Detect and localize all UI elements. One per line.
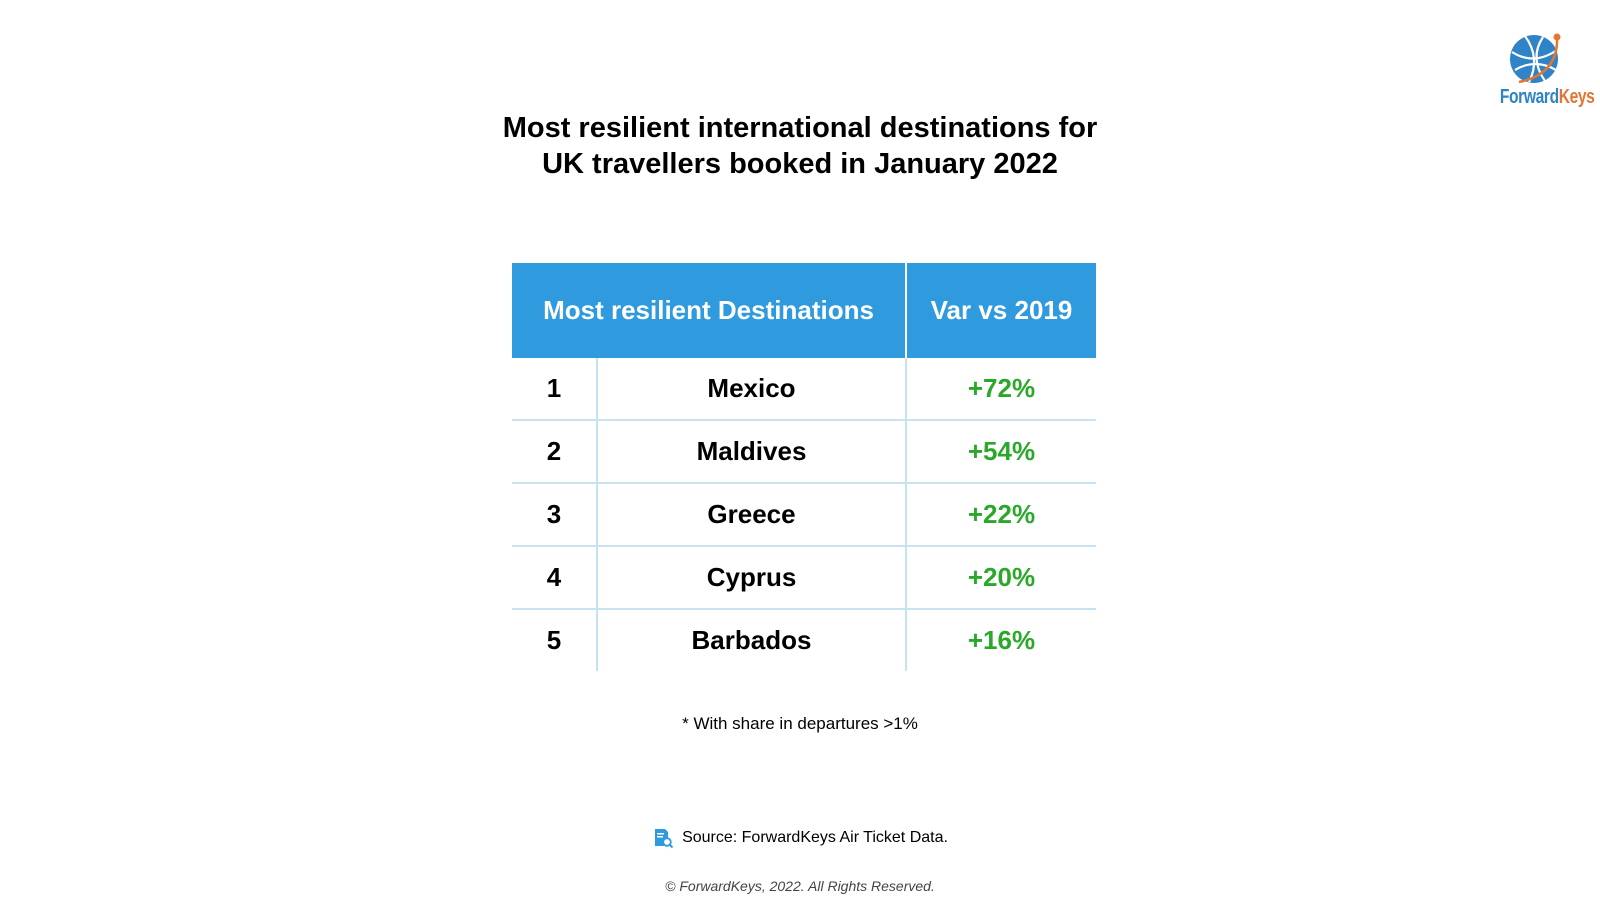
copyright-notice: © ForwardKeys, 2022. All Rights Reserved… xyxy=(665,878,935,894)
variation-cell: +22% xyxy=(906,483,1096,547)
rank-cell: 3 xyxy=(512,483,598,547)
destination-cell: Mexico xyxy=(597,358,907,421)
destination-cell: Maldives xyxy=(597,420,907,484)
table-header-row: Most resilient Destinations Var vs 2019 xyxy=(512,263,1096,358)
logo-wordmark-forward: Forward xyxy=(1499,86,1559,108)
variation-cell: +16% xyxy=(967,625,1036,655)
logo-wordmark-keys: Keys xyxy=(1558,86,1595,108)
page-title: Most resilient international destination… xyxy=(400,110,1200,182)
page-title-line-2: UK travellers booked in January 2022 xyxy=(542,148,1058,180)
destination-cell: Barbados xyxy=(597,609,907,671)
rank-cell: 1 xyxy=(512,358,598,421)
variation-cell: +54% xyxy=(906,420,1096,484)
globe-icon xyxy=(1510,33,1561,84)
forwardkeys-logo: ForwardKeys xyxy=(1490,30,1595,112)
table-row: 3 Greece +22% xyxy=(512,483,1096,547)
variation-cell: +72% xyxy=(906,358,1096,421)
table-row: 2 Maldives +54% xyxy=(512,420,1096,484)
footnote: * With share in departures >1% xyxy=(682,714,918,733)
header-destinations: Most resilient Destinations xyxy=(512,263,907,358)
document-search-icon xyxy=(655,829,674,849)
logo-wordmark: ForwardKeys xyxy=(1499,86,1595,109)
rank-cell: 2 xyxy=(512,420,598,484)
source-line: Source: ForwardKeys Air Ticket Data. xyxy=(640,826,960,850)
header-variation: Var vs 2019 xyxy=(906,263,1096,358)
page-title-line-1: Most resilient international destination… xyxy=(502,112,1098,144)
source-text: Source: ForwardKeys Air Ticket Data. xyxy=(682,829,948,846)
rank-cell: 4 xyxy=(512,546,598,610)
destinations-table: Most resilient Destinations Var vs 2019 … xyxy=(512,263,1096,671)
table-row: 5 Barbados +16% xyxy=(512,609,1096,671)
table-row: 4 Cyprus +20% xyxy=(512,546,1096,610)
destination-cell: Cyprus xyxy=(597,546,907,610)
table-row: 1 Mexico +72% xyxy=(512,358,1096,421)
destination-cell: Greece xyxy=(597,483,907,547)
variation-cell: +20% xyxy=(906,546,1096,610)
rank-cell: 5 xyxy=(512,609,598,671)
